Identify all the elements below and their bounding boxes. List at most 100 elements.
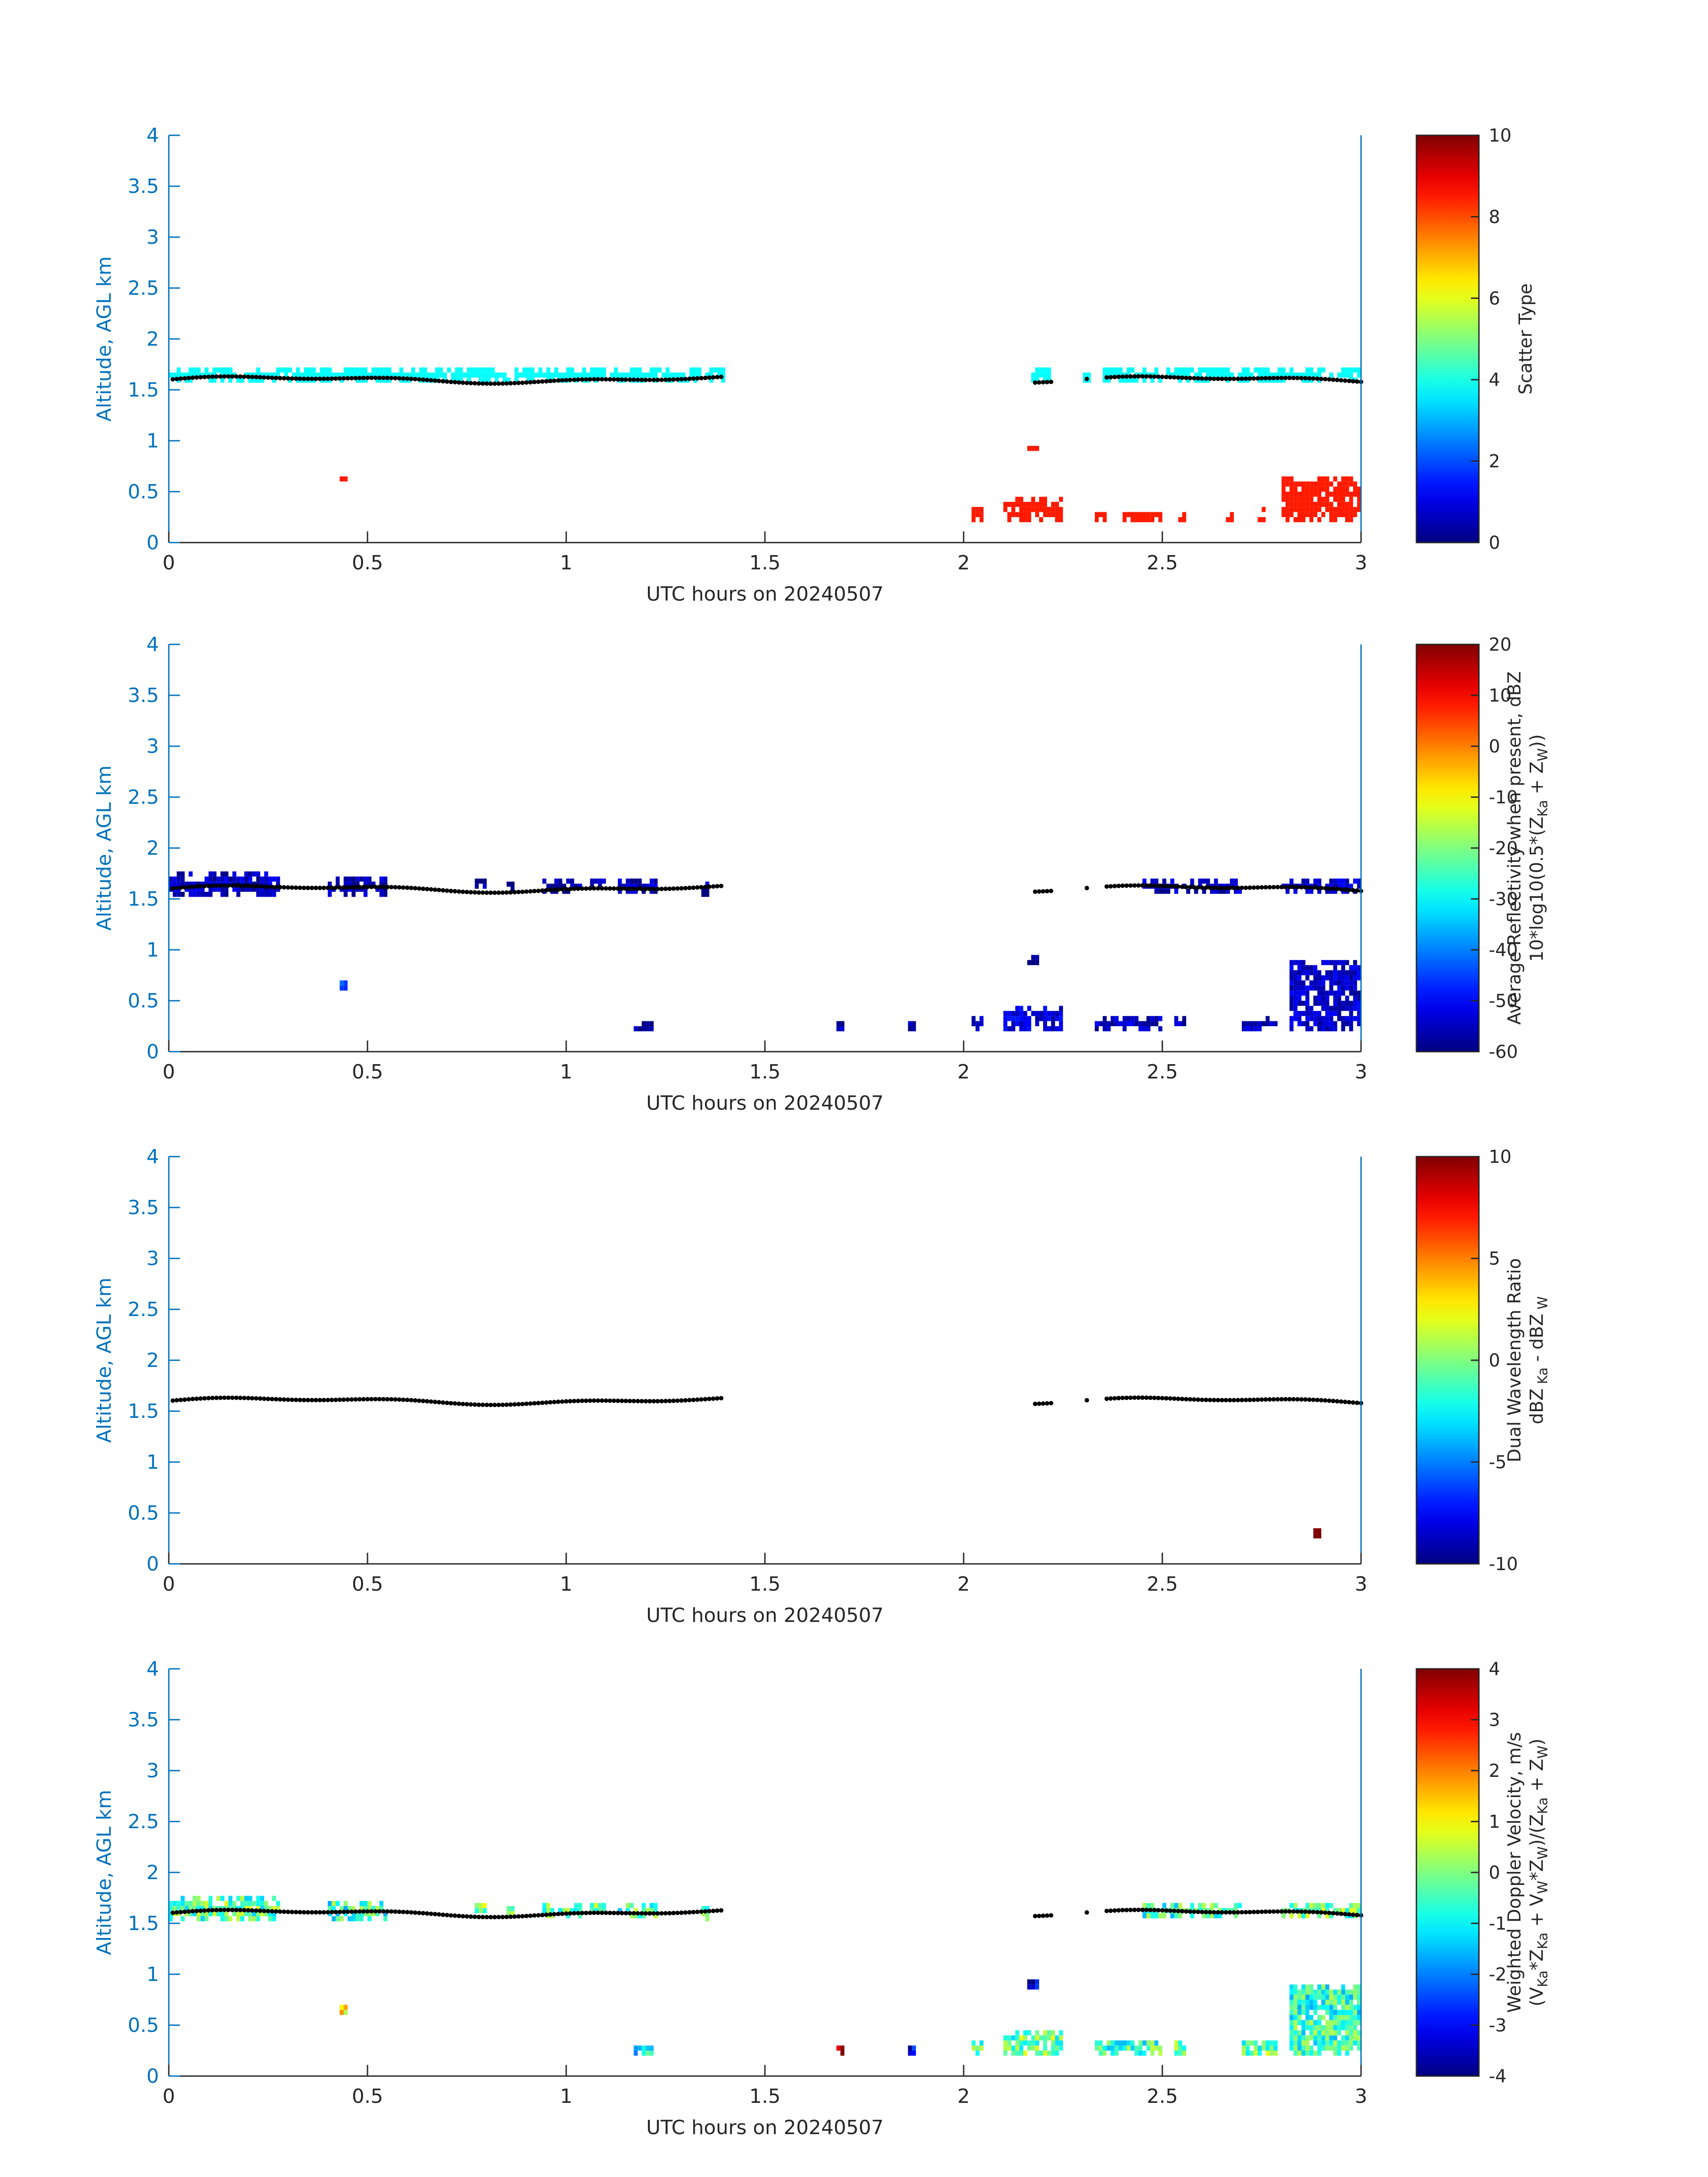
cloud-base-point	[711, 1396, 716, 1401]
cloud-base-point	[1283, 885, 1288, 890]
heatmap-cell	[566, 372, 570, 378]
cloud-base-point	[357, 376, 362, 380]
cloud-base-point	[1243, 1398, 1248, 1402]
heatmap-cell	[1043, 367, 1047, 373]
cloud-base-point	[178, 376, 183, 381]
cloud-base-point	[274, 885, 279, 890]
cloud-base-point	[238, 1396, 243, 1400]
heatmap-cell	[1289, 481, 1294, 487]
heatmap-cell	[1345, 2040, 1349, 2046]
cloud-base-point	[631, 1911, 636, 1916]
cloud-base-point	[1203, 1910, 1208, 1914]
cloud-base-point	[1172, 1909, 1177, 1913]
heatmap-cell	[1154, 1913, 1159, 1918]
cloud-base-point	[623, 886, 628, 891]
cloud-base-point	[393, 885, 398, 890]
heatmap-cell	[1249, 372, 1254, 378]
heatmap-cell	[1134, 377, 1139, 383]
heatmap-cell	[176, 377, 181, 383]
x-tick-label: 2.5	[1147, 552, 1178, 574]
heatmap-cell	[1138, 2051, 1143, 2056]
cloud-base-point	[707, 375, 712, 380]
heatmap-region	[1094, 2040, 1162, 2056]
heatmap-cell	[1321, 2005, 1325, 2010]
cloud-base-point	[1160, 883, 1165, 888]
heatmap-cell	[1249, 1026, 1254, 1032]
heatmap-cell	[1325, 1994, 1329, 2000]
cloud-base-point	[564, 378, 568, 383]
cloud-base-point	[675, 377, 680, 382]
heatmap-cell	[1341, 481, 1345, 487]
heatmap-cell	[296, 367, 300, 373]
heatmap-cell	[1337, 883, 1341, 889]
heatmap-cell	[634, 372, 638, 378]
heatmap-cell	[328, 886, 332, 892]
cloud-base-point	[520, 1402, 525, 1407]
cloud-base-point	[1323, 886, 1328, 890]
heatmap-cell	[586, 372, 590, 378]
heatmap-cell	[1333, 990, 1337, 996]
heatmap-cell	[1313, 2051, 1318, 2056]
cloud-base-point	[1180, 1909, 1185, 1914]
heatmap-cell	[304, 367, 308, 373]
heatmap-cell	[614, 367, 618, 373]
heatmap-cell	[399, 367, 404, 373]
heatmap-cell	[1349, 1006, 1353, 1011]
cloud-base-point	[1048, 1401, 1053, 1406]
cloud-base-point	[1228, 1398, 1232, 1403]
heatmap-cell	[1003, 1021, 1007, 1026]
cloud-base-point	[309, 886, 314, 890]
heatmap-cell	[1055, 2045, 1059, 2051]
cloud-base-point	[1144, 1907, 1149, 1912]
heatmap-cell	[212, 372, 217, 378]
heatmap-cell	[1178, 2051, 1182, 2056]
cloud-base-point	[468, 890, 473, 894]
heatmap-cell	[1345, 883, 1349, 889]
cloud-base-point	[389, 1909, 394, 1914]
heatmap-cell	[971, 517, 976, 522]
cloud-base-point	[488, 1403, 493, 1408]
heatmap-cell	[1111, 1016, 1115, 1021]
heatmap-cell	[1126, 372, 1131, 378]
heatmap-cell	[244, 372, 248, 378]
cloud-base-point	[417, 377, 422, 382]
heatmap-cell	[1282, 372, 1286, 378]
heatmap-cell	[1249, 1021, 1254, 1026]
heatmap-cell	[1178, 2045, 1182, 2051]
cloud-base-point	[373, 885, 378, 890]
heatmap-cell	[1230, 372, 1234, 378]
heatmap-cell	[192, 1906, 197, 1911]
heatmap-cell	[455, 372, 459, 378]
heatmap-cell	[1154, 889, 1159, 894]
heatmap-cell	[304, 372, 308, 378]
heatmap-cell	[264, 892, 268, 897]
cloud-base-point	[1255, 1397, 1260, 1402]
heatmap-cell	[689, 372, 693, 378]
cloud-base-point	[1228, 886, 1232, 890]
cloud-base-point	[528, 380, 533, 384]
heatmap-cell	[626, 1903, 630, 1908]
cloud-base-point	[349, 1397, 354, 1402]
x-tick-label: 2	[957, 1061, 970, 1083]
heatmap-cell	[1015, 1011, 1019, 1016]
heatmap-cell	[1333, 2025, 1337, 2031]
heatmap-cell	[1218, 372, 1222, 378]
heatmap-cell	[979, 2045, 984, 2051]
cloud-base-point	[1219, 376, 1224, 381]
heatmap-cell	[1174, 1021, 1178, 1026]
heatmap-cell	[1115, 2040, 1119, 2046]
heatmap-cell	[1293, 372, 1298, 378]
cloud-base-point	[683, 376, 688, 381]
cloud-base-point	[1120, 883, 1125, 888]
cloud-base-point	[349, 885, 354, 890]
cloud-base-point	[667, 1399, 672, 1404]
cloud-base-point	[1152, 374, 1157, 379]
heatmap-cell	[1349, 2005, 1353, 2010]
heatmap-cell	[1357, 1994, 1361, 2000]
heatmap-cell	[1333, 2000, 1337, 2005]
heatmap-cell	[1341, 492, 1345, 497]
heatmap-cell	[252, 1916, 256, 1922]
heatmap-cell	[1019, 2045, 1023, 2051]
heatmap-region	[1289, 960, 1361, 1032]
heatmap-cell	[1138, 372, 1143, 378]
